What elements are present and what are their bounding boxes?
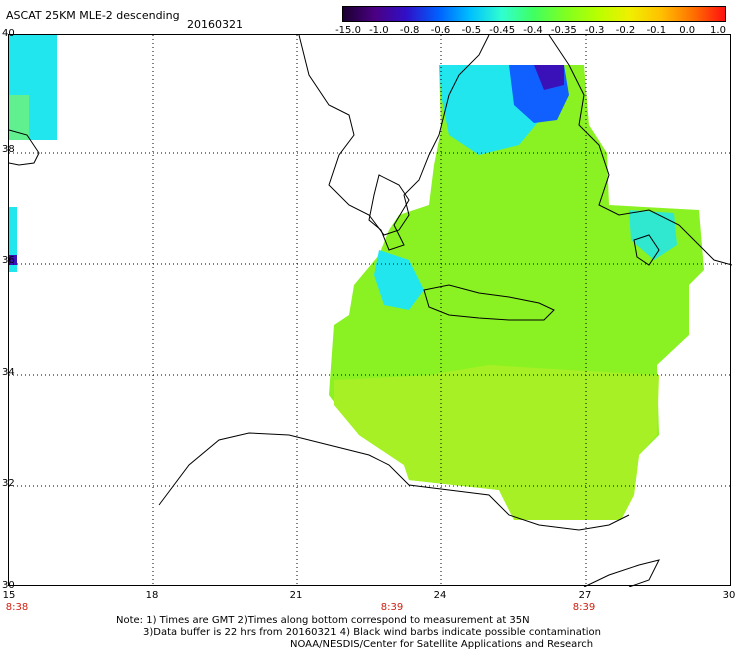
coast-peloponnese xyxy=(368,174,410,251)
time-label-3: 8:39 xyxy=(572,602,596,613)
map-grid xyxy=(9,35,732,587)
coast-rhodes xyxy=(633,234,660,266)
map-plot xyxy=(8,34,732,587)
colorbar-label: -15.0 xyxy=(335,25,361,36)
scatterometer-swath xyxy=(9,35,704,520)
swath-cyan-patch-3 xyxy=(629,210,677,260)
colorbar-label: -0.45 xyxy=(489,25,516,36)
note-line-3: NOAA/NESDIS/Center for Satellite Applica… xyxy=(290,639,594,650)
colorbar-label: 1.0 xyxy=(710,25,726,36)
lat-label-30: 30 xyxy=(2,580,15,591)
colorbar-label: -0.5 xyxy=(461,25,482,36)
lat-label-36: 36 xyxy=(2,255,15,266)
colorbar-label: -0.1 xyxy=(646,25,667,36)
colorbar-label: -0.2 xyxy=(615,25,636,36)
time-label-1: 8:38 xyxy=(5,602,29,613)
swath-left-strip-1-green xyxy=(9,95,29,140)
colorbar-label: -1.0 xyxy=(369,25,389,36)
lon-label-21: 21 xyxy=(289,590,303,601)
swath-violet-patch xyxy=(534,65,564,90)
map-canvas xyxy=(9,35,732,587)
lon-label-27: 27 xyxy=(578,590,592,601)
lon-label-18: 18 xyxy=(145,590,159,601)
note-line-2: 3)Data buffer is 22 hrs from 20160321 4)… xyxy=(143,627,601,638)
coastlines xyxy=(9,35,732,587)
swath-left-strip-2 xyxy=(9,207,17,272)
note-line-1: Note: 1) Times are GMT 2)Times along bot… xyxy=(116,615,530,626)
swath-left-strip-2-violet xyxy=(9,255,17,265)
coast-bottom-right xyxy=(583,559,660,587)
lat-label-38: 38 xyxy=(2,144,15,155)
chart-title: ASCAT 25KM MLE-2 descending xyxy=(6,9,180,22)
coast-greece-mainland xyxy=(298,35,490,236)
lon-label-15: 15 xyxy=(2,590,16,601)
lon-label-30: 30 xyxy=(722,590,736,601)
swath-light-band xyxy=(334,365,659,520)
colorbar-label: -0.4 xyxy=(523,25,543,36)
lat-label-32: 32 xyxy=(2,478,15,489)
colorbar-labels: -15.0 -1.0 -0.8 -0.6 -0.5 -0.45 -0.4 -0.35 -0.3-… xyxy=(330,25,735,37)
coast-turkey xyxy=(548,35,732,266)
coast-africa xyxy=(158,432,630,531)
swath-cyan-patch-2 xyxy=(374,250,424,310)
lat-label-34: 34 xyxy=(2,367,15,378)
coast-crete xyxy=(423,284,555,321)
coast-italy-sicily xyxy=(9,129,40,166)
time-label-2: 8:39 xyxy=(380,602,404,613)
chart-date: 20160321 xyxy=(187,18,243,31)
colorbar xyxy=(342,6,726,22)
colorbar-label: -0.35 xyxy=(550,25,577,36)
lat-label-40: 40 xyxy=(2,28,15,39)
colorbar-label: -0.8 xyxy=(399,25,420,36)
lon-label-24: 24 xyxy=(433,590,447,601)
colorbar-label: 0.0 xyxy=(679,25,696,36)
colorbar-label: -0.6 xyxy=(430,25,451,36)
colorbar-label: -0.3 xyxy=(584,25,605,36)
